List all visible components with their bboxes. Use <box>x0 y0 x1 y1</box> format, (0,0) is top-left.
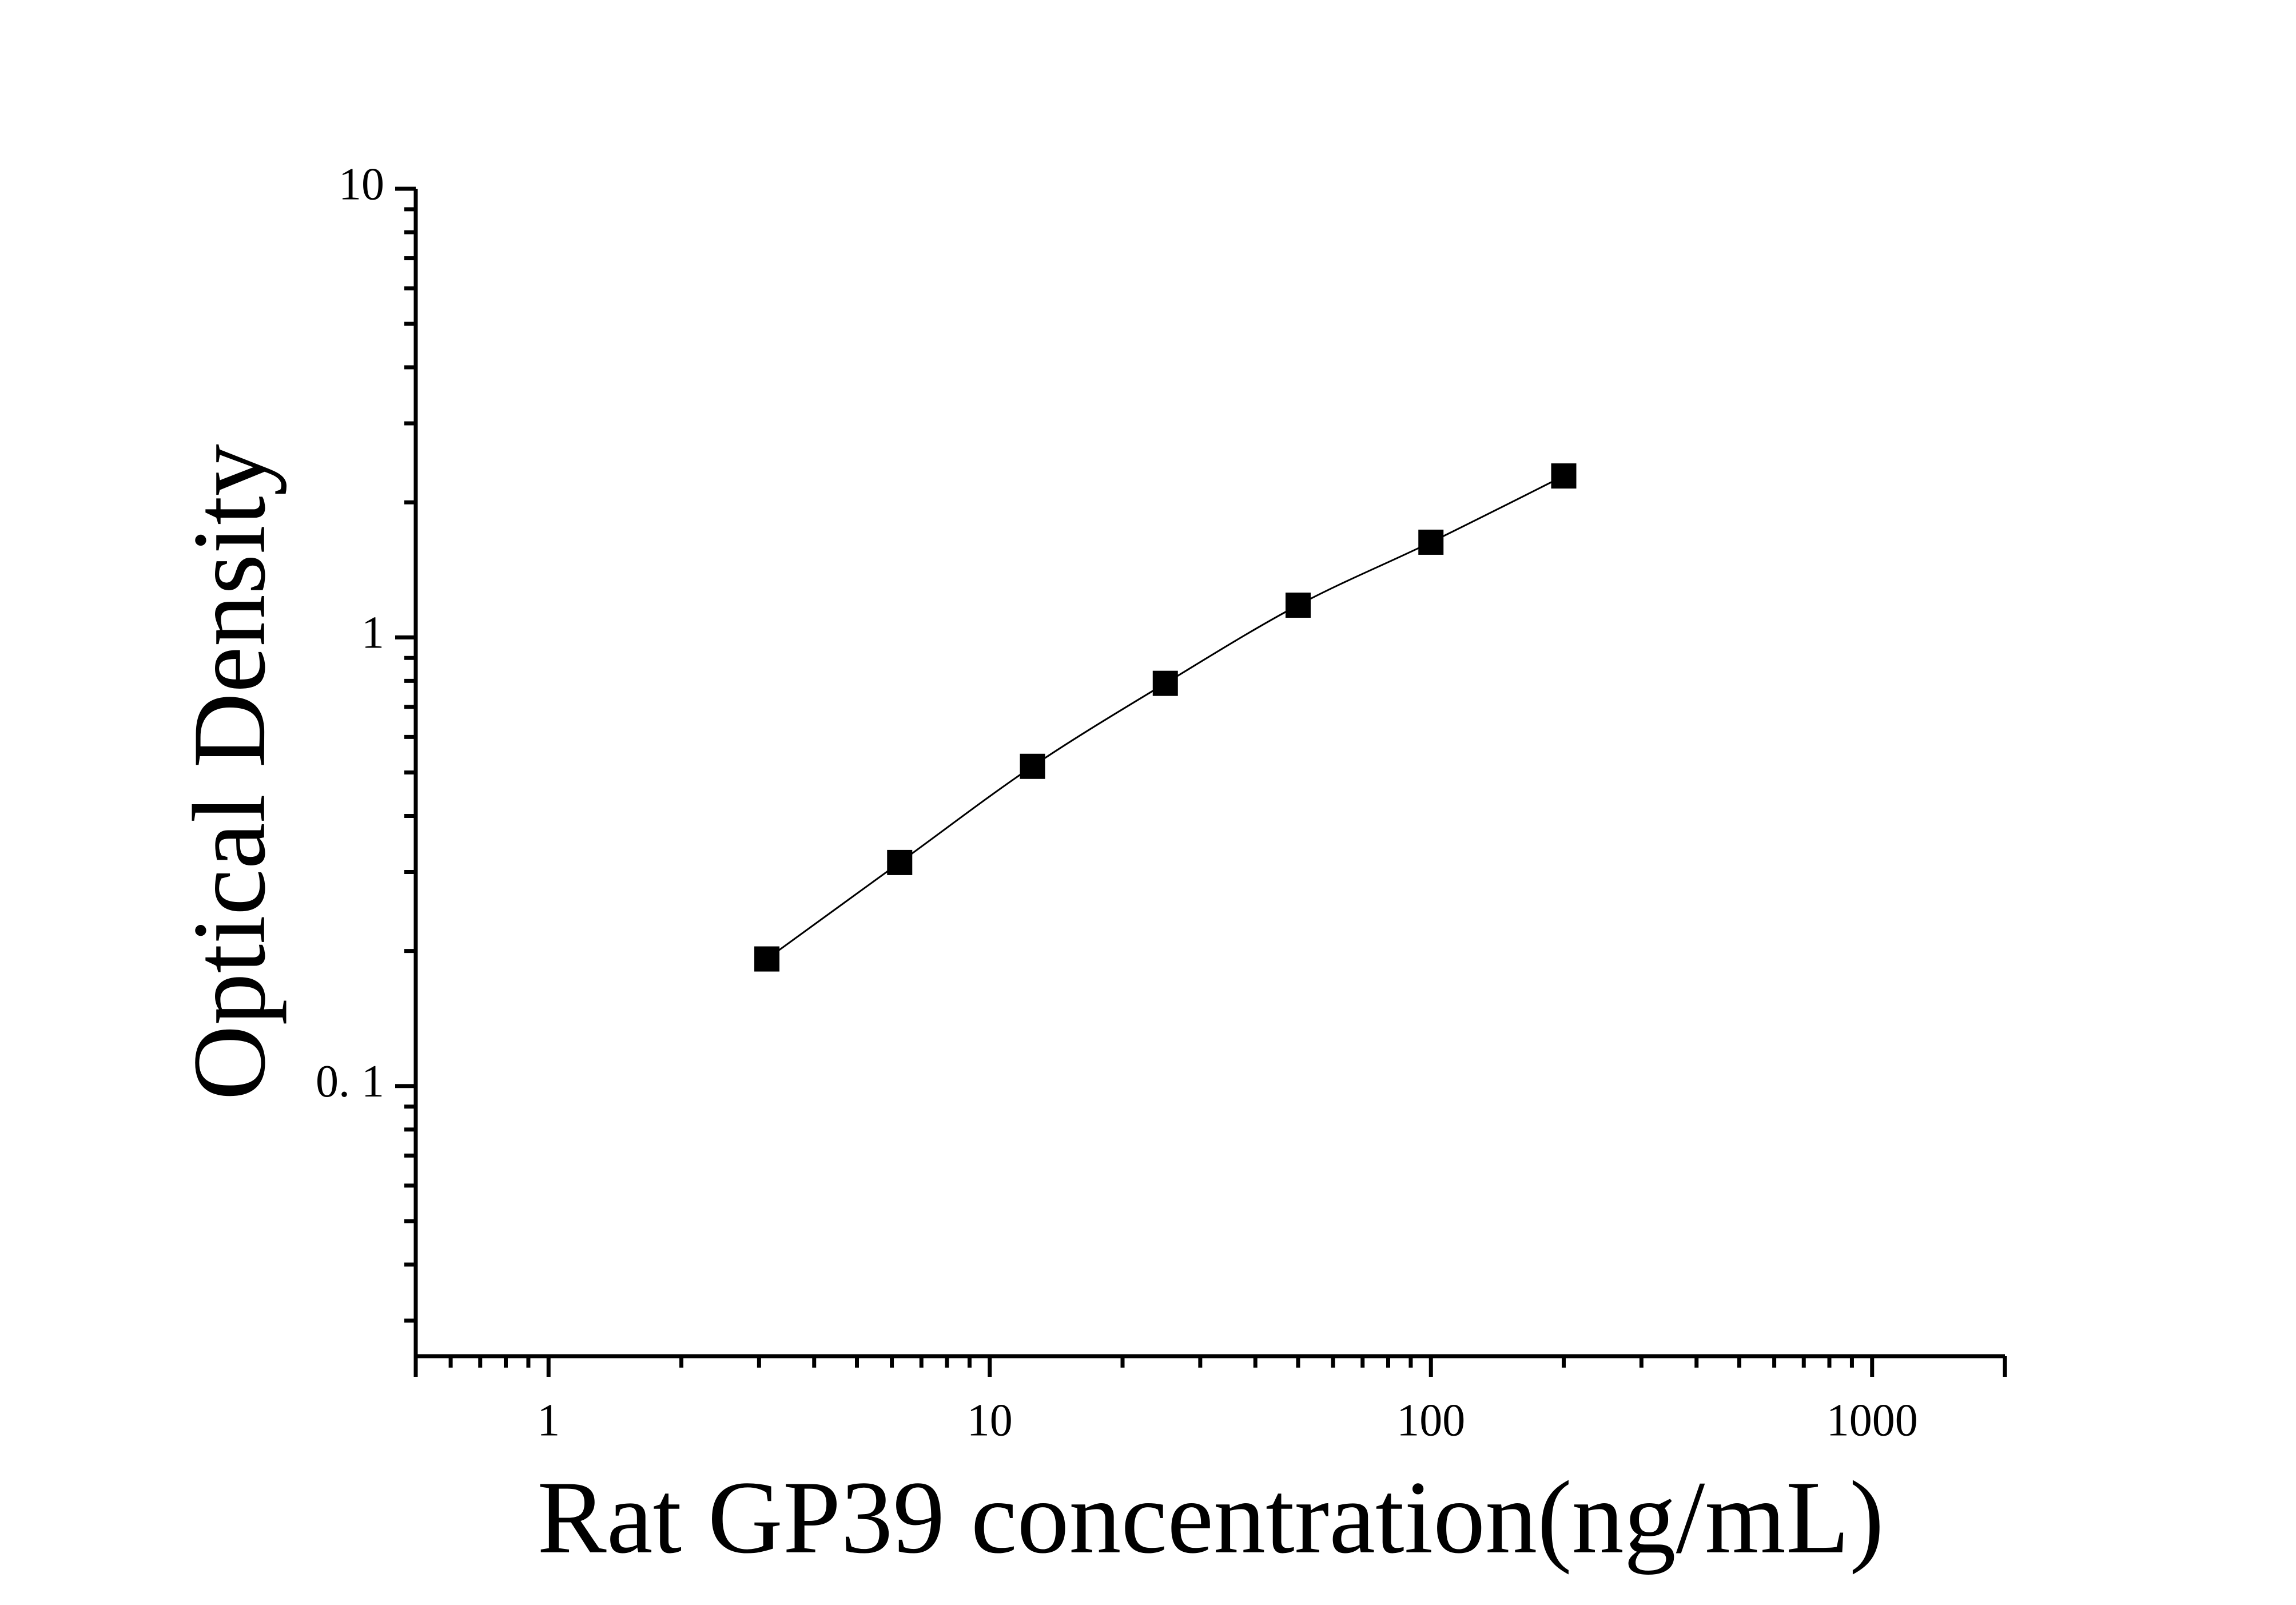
y-tick-label: 10 <box>339 159 384 209</box>
y-tick-label: 1 <box>361 608 384 658</box>
x-tick-label: 1000 <box>1827 1395 1918 1445</box>
x-tick-label: 10 <box>967 1395 1013 1445</box>
y-tick-label: 0. 1 <box>316 1056 384 1107</box>
y-axis-title: Optical Density <box>172 444 287 1100</box>
data-point <box>1020 753 1045 779</box>
x-axis-title: Rat GP39 concentration(ng/mL) <box>537 1460 1884 1575</box>
data-point <box>1152 670 1178 696</box>
data-point <box>887 849 913 875</box>
data-point <box>1551 463 1577 489</box>
data-point <box>754 946 780 972</box>
data-point <box>1286 592 1311 618</box>
x-tick-label: 100 <box>1396 1395 1465 1445</box>
x-tick-label: 1 <box>537 1395 560 1445</box>
data-point <box>1418 529 1444 555</box>
